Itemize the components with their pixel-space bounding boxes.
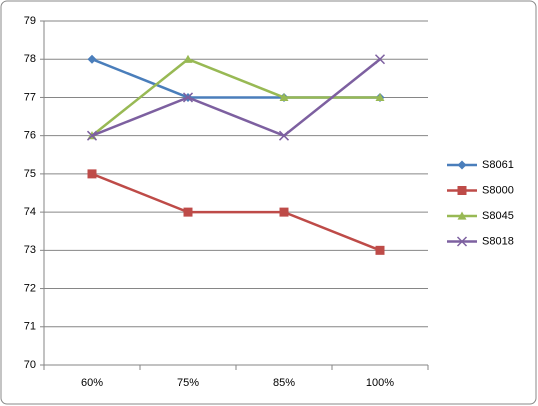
y-tick-label: 78 (24, 53, 36, 65)
marker (182, 92, 194, 103)
y-tick-label: 71 (24, 321, 36, 333)
y-tick-label: 73 (24, 244, 36, 256)
legend-label: S8061 (482, 159, 514, 171)
marker (87, 169, 97, 179)
marker (183, 207, 193, 217)
series-line (91, 58, 381, 138)
marker (374, 54, 386, 65)
y-tick-label: 74 (24, 206, 36, 218)
marker (87, 54, 97, 64)
marker (457, 160, 467, 170)
marker (86, 130, 98, 141)
y-tick-label: 76 (24, 130, 36, 142)
x-tick-label: 75% (177, 377, 199, 389)
legend-label: S8045 (482, 210, 514, 222)
y-tick-label: 79 (24, 15, 36, 27)
marker (456, 236, 468, 247)
marker (279, 207, 289, 217)
x-tick-label: 60% (81, 377, 103, 389)
marker (457, 186, 467, 195)
marker (278, 130, 290, 141)
x-tick-label: 85% (273, 377, 295, 389)
marker (375, 92, 385, 102)
y-tick-label: 72 (24, 282, 36, 294)
marker (279, 92, 289, 102)
legend-label: S8000 (482, 184, 514, 196)
y-tick-label: 70 (24, 359, 36, 371)
marker (457, 211, 467, 220)
y-tick-label: 77 (24, 91, 36, 103)
legend-label: S8018 (482, 235, 514, 247)
y-tick-label: 75 (24, 168, 36, 180)
series-line (91, 172, 381, 252)
x-tick-label: 100% (366, 377, 394, 389)
marker (375, 245, 385, 255)
marker (183, 54, 193, 63)
